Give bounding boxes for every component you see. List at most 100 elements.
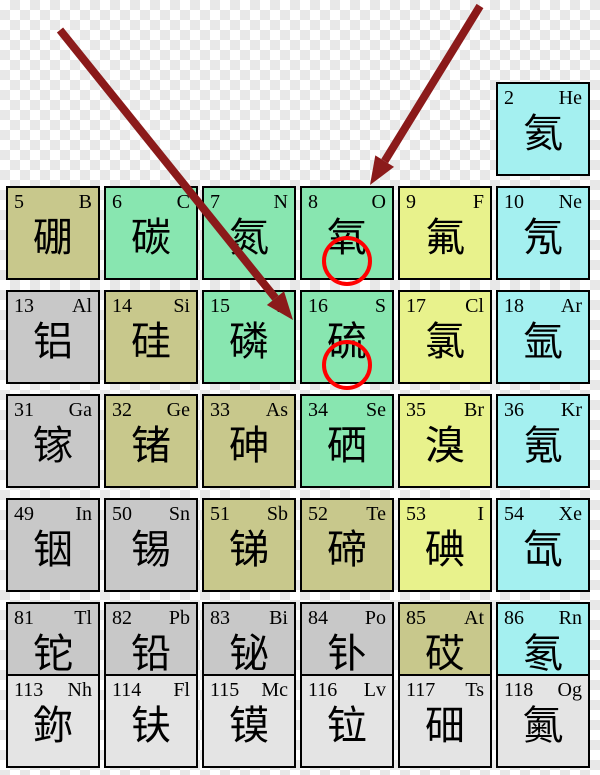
atomic-number: 16 [308,295,328,318]
atomic-number: 86 [504,607,524,630]
element-symbol: Cl [465,295,484,318]
element-symbol: Sn [169,503,190,526]
element-cell-Sn: 50Sn锡 [104,498,198,592]
element-symbol: Kr [561,399,582,422]
element-name-cn: 镆 [210,706,288,746]
element-symbol: Ga [69,399,92,422]
element-symbol: Fl [173,679,190,702]
element-name-cn: 氧 [308,218,386,258]
element-cell-Ge: 32 Ge 锗 [104,394,198,488]
atomic-number: 14 [112,295,132,318]
element-symbol: I [477,503,484,526]
arrow-line [385,6,480,161]
atomic-number: 114 [112,679,141,702]
atomic-number: 36 [504,399,524,422]
element-name-cn: 氯 [406,322,484,362]
element-name-cn: 硫 [308,322,386,362]
atomic-number: 52 [308,503,328,526]
element-symbol: Br [464,399,484,422]
element-name-cn: 砷 [210,426,288,466]
element-name-cn: 𫟷 [308,706,386,746]
arrow-head [370,155,394,185]
element-symbol: Ne [559,191,582,214]
element-name-cn: 磷 [210,322,288,362]
atomic-number: 81 [14,607,34,630]
element-name-cn: 氮 [210,218,288,258]
element-cell-He: 2He氦 [496,82,590,176]
atomic-number: 49 [14,503,34,526]
element-cell-Sb: 51 Sb 锑 [202,498,296,592]
element-cell-P: 15 P磷 [202,290,296,384]
element-name-cn: 氖 [504,218,582,258]
atomic-number: 51 [210,503,230,526]
atomic-number: 7 [210,191,220,214]
element-name-cn: 铅 [112,634,190,674]
element-symbol: Sb [267,503,288,526]
element-cell-Br: 35Br溴 [398,394,492,488]
element-name-cn: 硅 [112,322,190,362]
atomic-number: 54 [504,503,524,526]
element-cell-Al: 13Al铝 [6,290,100,384]
element-name-cn: 碳 [112,218,190,258]
element-cell-Xe: 54 Xe 氙 [496,498,590,592]
atomic-number: 8 [308,191,318,214]
element-symbol: Xe [559,503,582,526]
element-symbol: O [372,191,386,214]
atomic-number: 17 [406,295,426,318]
element-symbol: Te [366,503,386,526]
element-symbol: As [266,399,288,422]
atomic-number: 84 [308,607,328,630]
element-symbol: Se [366,399,386,422]
element-symbol: Ts [465,679,484,702]
atomic-number: 35 [406,399,426,422]
element-name-cn: 镓 [14,426,92,466]
element-symbol: Rn [559,607,582,630]
atomic-number: 10 [504,191,524,214]
element-name-cn: 锗 [112,426,190,466]
atomic-number: 9 [406,191,416,214]
element-name-cn: 碲 [308,530,386,570]
element-cell-Si: 14Si硅 [104,290,198,384]
element-name-cn: 砹 [406,634,484,674]
atomic-number: 115 [210,679,239,702]
element-cell-I: 53I碘 [398,498,492,592]
element-name-cn: 铟 [14,530,92,570]
element-name-cn: 氪 [504,426,582,466]
element-name-cn: 锑 [210,530,288,570]
element-cell-As: 33As砷 [202,394,296,488]
element-name-cn: 氙 [504,530,582,570]
atomic-number: 18 [504,295,524,318]
element-symbol: P [277,295,288,318]
atomic-number: 15 [210,295,230,318]
atomic-number: 113 [14,679,43,702]
atomic-number: 2 [504,87,514,110]
element-cell-Nh: 113Nh鉨 [6,674,100,768]
atomic-number: 82 [112,607,132,630]
element-cell-Lv: 116Lv𫟷 [300,674,394,768]
atomic-number: 50 [112,503,132,526]
element-symbol: F [473,191,484,214]
element-symbol: Mc [261,679,288,702]
element-cell-Te: 52 Te 碲 [300,498,394,592]
atomic-number: 13 [14,295,34,318]
atomic-number: 85 [406,607,426,630]
element-cell-Fl: 114 Fl 𫓧 [104,674,198,768]
element-name-cn: 鿫 [504,706,582,746]
element-name-cn: 氡 [504,634,582,674]
element-symbol: Tl [74,607,92,630]
atomic-number: 34 [308,399,328,422]
element-name-cn: 𫓧 [112,706,190,746]
element-name-cn: 氟 [406,218,484,258]
element-cell-Ts: 117Ts鿬 [398,674,492,768]
element-cell-Kr: 36 Kr 氪 [496,394,590,488]
element-symbol: Ge [167,399,190,422]
element-symbol: C [177,191,190,214]
element-symbol: Po [365,607,386,630]
atomic-number: 32 [112,399,132,422]
element-name-cn: 鿬 [406,706,484,746]
element-name-cn: 氩 [504,322,582,362]
element-symbol: He [559,87,582,110]
element-symbol: In [75,503,92,526]
element-symbol: Nh [68,679,92,702]
element-name-cn: 铊 [14,634,92,674]
